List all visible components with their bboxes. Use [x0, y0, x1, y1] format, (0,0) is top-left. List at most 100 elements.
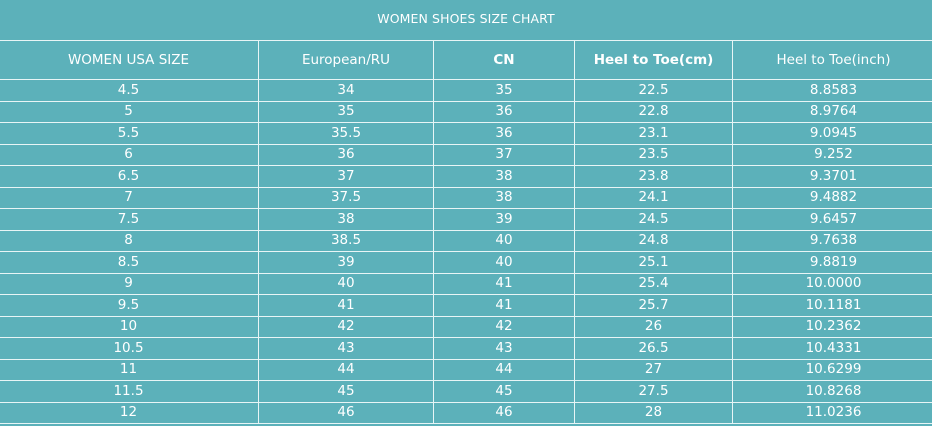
cell-heel-to-toe-cm: 22.8: [574, 100, 733, 123]
table-row: 11 44 44 27 10.6299: [0, 358, 932, 381]
cell-usa-size: 5: [0, 100, 259, 123]
table-row: 4.5 34 35 22.5 8.8583: [0, 79, 932, 102]
cell-european-ru: 45: [258, 380, 434, 403]
table-body: 4.5 34 35 22.5 8.8583 5 35 36 22.8 8.9764 5.5 35.5 3…: [0, 79, 932, 424]
cell-heel-to-toe-cm: 26.5: [574, 337, 733, 360]
header-usa-size: WOMEN USA SIZE: [0, 40, 259, 80]
table-row: 8.5 39 40 25.1 9.8819: [0, 251, 932, 274]
cell-heel-to-toe-cm: 25.7: [574, 294, 733, 317]
table-row: 6.5 37 38 23.8 9.3701: [0, 165, 932, 188]
cell-cn: 42: [433, 315, 575, 338]
cell-heel-to-toe-inch: 11.0236: [732, 401, 932, 424]
cell-european-ru: 35.5: [258, 122, 434, 145]
cell-heel-to-toe-cm: 23.1: [574, 122, 733, 145]
header-row: WOMEN USA SIZE European/RU CN Heel to To…: [0, 40, 932, 80]
cell-european-ru: 40: [258, 272, 434, 295]
cell-heel-to-toe-inch: 10.8268: [732, 380, 932, 403]
cell-european-ru: 35: [258, 100, 434, 123]
size-table: WOMEN USA SIZE European/RU CN Heel to To…: [0, 40, 932, 424]
table-row: 11.5 45 45 27.5 10.8268: [0, 380, 932, 403]
cell-usa-size: 8: [0, 229, 259, 252]
cell-heel-to-toe-cm: 25.4: [574, 272, 733, 295]
cell-cn: 37: [433, 143, 575, 166]
cell-cn: 46: [433, 401, 575, 424]
cell-usa-size: 5.5: [0, 122, 259, 145]
table-row: 7 37.5 38 24.1 9.4882: [0, 186, 932, 209]
table-row: 5.5 35.5 36 23.1 9.0945: [0, 122, 932, 145]
cell-heel-to-toe-inch: 9.3701: [732, 165, 932, 188]
cell-heel-to-toe-inch: 9.8819: [732, 251, 932, 274]
cell-european-ru: 37.5: [258, 186, 434, 209]
cell-cn: 36: [433, 122, 575, 145]
table-row: 10 42 42 26 10.2362: [0, 315, 932, 338]
cell-heel-to-toe-cm: 22.5: [574, 79, 733, 102]
header-european-ru: European/RU: [258, 40, 434, 80]
header-cn: CN: [433, 40, 575, 80]
header-heel-to-toe-cm: Heel to Toe(cm): [574, 40, 733, 80]
cell-usa-size: 11.5: [0, 380, 259, 403]
cell-european-ru: 43: [258, 337, 434, 360]
cell-european-ru: 37: [258, 165, 434, 188]
cell-cn: 41: [433, 294, 575, 317]
cell-heel-to-toe-cm: 24.8: [574, 229, 733, 252]
cell-heel-to-toe-cm: 26: [574, 315, 733, 338]
cell-heel-to-toe-cm: 28: [574, 401, 733, 424]
cell-heel-to-toe-inch: 10.2362: [732, 315, 932, 338]
cell-cn: 40: [433, 251, 575, 274]
cell-heel-to-toe-inch: 10.1181: [732, 294, 932, 317]
cell-cn: 44: [433, 358, 575, 381]
cell-heel-to-toe-inch: 8.9764: [732, 100, 932, 123]
cell-european-ru: 34: [258, 79, 434, 102]
table-row: 6 36 37 23.5 9.252: [0, 143, 932, 166]
cell-european-ru: 46: [258, 401, 434, 424]
cell-usa-size: 10: [0, 315, 259, 338]
chart-title: WOMEN SHOES SIZE CHART: [377, 11, 555, 26]
table-row: 10.5 43 43 26.5 10.4331: [0, 337, 932, 360]
cell-cn: 41: [433, 272, 575, 295]
cell-cn: 38: [433, 165, 575, 188]
cell-heel-to-toe-cm: 24.1: [574, 186, 733, 209]
cell-usa-size: 12: [0, 401, 259, 424]
cell-usa-size: 11: [0, 358, 259, 381]
cell-usa-size: 7.5: [0, 208, 259, 231]
cell-european-ru: 41: [258, 294, 434, 317]
table-row: 5 35 36 22.8 8.9764: [0, 100, 932, 123]
cell-usa-size: 4.5: [0, 79, 259, 102]
cell-usa-size: 6: [0, 143, 259, 166]
cell-heel-to-toe-inch: 10.6299: [732, 358, 932, 381]
table-row: 7.5 38 39 24.5 9.6457: [0, 208, 932, 231]
cell-heel-to-toe-cm: 24.5: [574, 208, 733, 231]
cell-cn: 38: [433, 186, 575, 209]
cell-cn: 45: [433, 380, 575, 403]
table-row: 8 38.5 40 24.8 9.7638: [0, 229, 932, 252]
cell-cn: 36: [433, 100, 575, 123]
cell-usa-size: 9: [0, 272, 259, 295]
cell-heel-to-toe-inch: 8.8583: [732, 79, 932, 102]
cell-european-ru: 36: [258, 143, 434, 166]
cell-european-ru: 38: [258, 208, 434, 231]
cell-usa-size: 9.5: [0, 294, 259, 317]
cell-usa-size: 7: [0, 186, 259, 209]
cell-heel-to-toe-cm: 27.5: [574, 380, 733, 403]
cell-heel-to-toe-cm: 25.1: [574, 251, 733, 274]
cell-heel-to-toe-inch: 10.0000: [732, 272, 932, 295]
cell-heel-to-toe-cm: 23.5: [574, 143, 733, 166]
cell-heel-to-toe-inch: 9.252: [732, 143, 932, 166]
cell-cn: 43: [433, 337, 575, 360]
cell-european-ru: 38.5: [258, 229, 434, 252]
table-row: 12 46 46 28 11.0236: [0, 401, 932, 424]
cell-usa-size: 8.5: [0, 251, 259, 274]
table-row: 9 40 41 25.4 10.0000: [0, 272, 932, 295]
header-heel-to-toe-inch: Heel to Toe(inch): [732, 40, 932, 80]
cell-heel-to-toe-inch: 10.4331: [732, 337, 932, 360]
cell-european-ru: 42: [258, 315, 434, 338]
cell-cn: 35: [433, 79, 575, 102]
table-row: 9.5 41 41 25.7 10.1181: [0, 294, 932, 317]
cell-heel-to-toe-cm: 27: [574, 358, 733, 381]
cell-heel-to-toe-inch: 9.4882: [732, 186, 932, 209]
cell-heel-to-toe-inch: 9.7638: [732, 229, 932, 252]
cell-usa-size: 6.5: [0, 165, 259, 188]
cell-heel-to-toe-inch: 9.6457: [732, 208, 932, 231]
cell-european-ru: 44: [258, 358, 434, 381]
